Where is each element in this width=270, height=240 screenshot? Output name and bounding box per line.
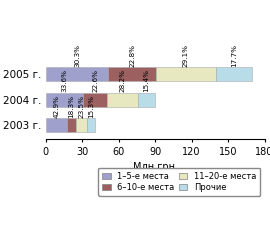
Bar: [67, 118, 76, 132]
Bar: [46, 67, 109, 81]
Bar: [138, 93, 155, 107]
Text: 22.6%: 22.6%: [92, 69, 98, 92]
X-axis label: Млн грн.: Млн грн.: [133, 162, 178, 172]
Text: 30.3%: 30.3%: [74, 44, 80, 67]
Text: 15.4%: 15.4%: [144, 69, 150, 92]
Text: 15.3%: 15.3%: [88, 95, 94, 118]
Legend: 1–5-е места, 6–10-е места, 11–20-е места, Прочие: 1–5-е места, 6–10-е места, 11–20-е места…: [98, 168, 260, 196]
Text: 22.8%: 22.8%: [129, 44, 135, 67]
Text: 33.6%: 33.6%: [61, 69, 67, 92]
Bar: [46, 93, 83, 107]
Bar: [107, 93, 138, 107]
Text: 23.5%: 23.5%: [78, 95, 84, 118]
Text: 42.9%: 42.9%: [53, 95, 59, 118]
Text: 18.3%: 18.3%: [68, 95, 74, 118]
Bar: [216, 67, 252, 81]
Bar: [87, 118, 94, 132]
Text: 17.7%: 17.7%: [231, 44, 237, 67]
Bar: [156, 67, 216, 81]
Bar: [83, 93, 107, 107]
Text: 28.2%: 28.2%: [120, 69, 126, 92]
Text: 29.1%: 29.1%: [183, 44, 189, 67]
Bar: [76, 118, 87, 132]
Bar: [109, 67, 156, 81]
Bar: [46, 118, 67, 132]
